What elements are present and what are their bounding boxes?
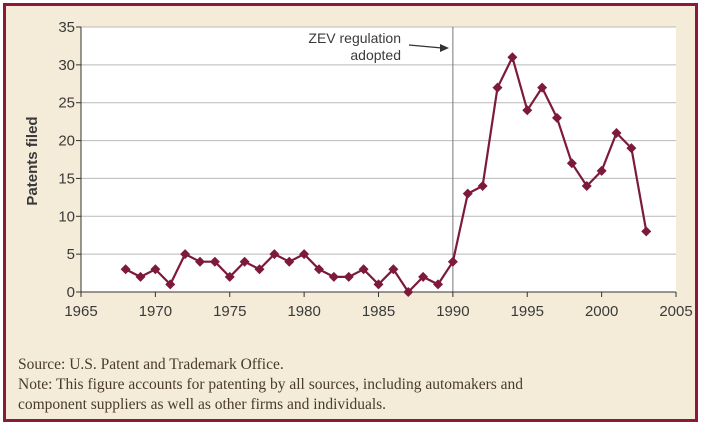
data-point (552, 112, 562, 123)
data-point (641, 226, 652, 237)
x-tick-label: 1980 (287, 303, 320, 320)
data-point (537, 82, 548, 93)
data-point (314, 264, 324, 275)
y-axis-label: Patents filed (24, 116, 41, 205)
data-point (150, 264, 161, 275)
y-tick-label: 10 (58, 208, 75, 225)
annotation-line2: adopted (350, 47, 401, 63)
data-point (418, 271, 429, 282)
data-point (328, 271, 339, 282)
data-point (507, 52, 518, 63)
y-tick-label: 35 (58, 19, 75, 36)
data-point (239, 256, 250, 267)
data-point (522, 105, 533, 116)
data-point (254, 264, 265, 275)
data-point (447, 256, 458, 267)
x-ticks: 1965 1970 1975 1980 1985 1990 1995 2000 2005 (64, 292, 693, 320)
data-point (120, 264, 131, 275)
x-tick-label: 1995 (511, 303, 544, 320)
data-point (358, 264, 369, 275)
data-point (566, 158, 577, 169)
y-tick-label: 15 (58, 170, 75, 187)
annotation: ZEV regulation adopted (308, 30, 449, 63)
data-point (611, 128, 622, 138)
y-tick-label: 30 (58, 57, 75, 74)
data-point (626, 143, 637, 154)
x-tick-label: 2000 (585, 303, 618, 320)
x-tick-label: 1975 (213, 303, 246, 320)
data-point (403, 287, 414, 297)
note-text-line1: Note: This figure accounts for patenting… (18, 376, 524, 393)
data-point (492, 82, 503, 93)
data-point (269, 249, 280, 260)
arrow-head-icon (440, 44, 449, 52)
grid-lines (81, 26, 676, 255)
data-point (581, 181, 592, 191)
data-point (135, 271, 146, 282)
source-text: Source: U.S. Patent and Trademark Office… (18, 356, 284, 373)
annotation-arrow-icon (408, 44, 443, 49)
note-text-line2: component suppliers as well as other fir… (18, 396, 387, 413)
annotation-line1: ZEV regulation (308, 30, 401, 46)
data-point (180, 249, 191, 260)
patents-line-chart: ZEV regulation adopted 0 5 10 15 20 25 30 35 19… (24, 19, 693, 320)
figure-frame: ZEV regulation adopted 0 5 10 15 20 25 30 35 19… (3, 3, 698, 422)
y-tick-label: 20 (58, 133, 75, 150)
data-point (596, 165, 607, 176)
series-markers (120, 52, 652, 297)
data-point (343, 271, 354, 282)
y-tick-label: 25 (58, 95, 75, 112)
data-point (209, 256, 220, 267)
data-point (299, 249, 310, 260)
plot-area (81, 27, 676, 292)
y-ticks: 0 5 10 15 20 25 30 35 (58, 19, 81, 301)
data-point (373, 279, 384, 290)
x-tick-label: 1985 (362, 303, 395, 320)
figure-notes: Source: U.S. Patent and Trademark Office… (18, 355, 688, 415)
data-point (195, 256, 205, 267)
x-tick-label: 1965 (64, 303, 97, 320)
data-point (477, 181, 488, 191)
data-point (462, 188, 473, 199)
data-point (284, 256, 295, 267)
x-tick-label: 2005 (659, 303, 692, 320)
y-tick-label: 5 (67, 246, 75, 263)
data-point (165, 279, 176, 290)
data-point (224, 271, 235, 282)
data-point (388, 264, 399, 275)
x-tick-label: 1970 (139, 303, 172, 320)
y-tick-label: 0 (67, 284, 75, 301)
x-tick-label: 1990 (436, 303, 469, 320)
data-point (433, 279, 443, 290)
